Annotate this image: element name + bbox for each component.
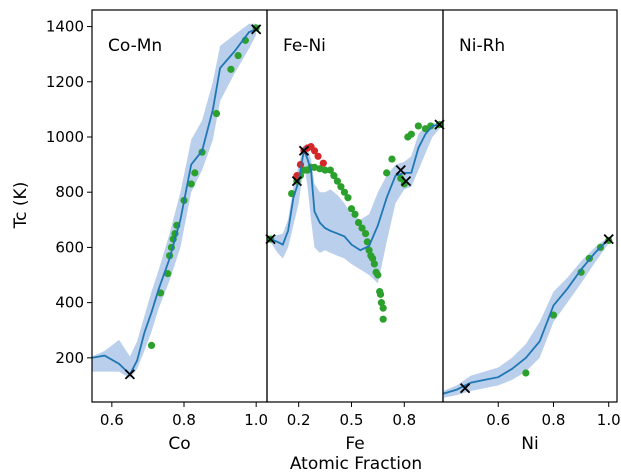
measured-point [369, 254, 377, 263]
measured-point [234, 51, 242, 60]
panel-frame [442, 9, 618, 403]
x-tick-label: 1.0 [597, 411, 621, 429]
measured-point [340, 188, 349, 196]
prediction-line [270, 123, 440, 252]
plot-area [443, 236, 613, 398]
measured-point [383, 169, 391, 177]
x-marker [298, 145, 310, 156]
x-axis-label: Ni [521, 434, 538, 454]
y-tick-label: 1400 [46, 18, 84, 36]
y-tick-label: 800 [55, 183, 84, 201]
y-tick-label: 600 [55, 238, 84, 256]
measured-point [354, 218, 363, 227]
x-marker [459, 383, 471, 394]
measured-point [321, 166, 329, 174]
measured-point [191, 169, 199, 177]
measured-point [427, 122, 435, 130]
x-tick-label: 0.6 [100, 411, 124, 429]
measured-point [351, 210, 359, 218]
x-tick-label: 0.2 [287, 411, 311, 429]
plot-area [267, 120, 443, 323]
panel-fe: Fe-Ni 0.2 0.5 0.8 Fe [265, 9, 445, 454]
measured-point [379, 315, 387, 323]
x-axis-label: Fe [345, 434, 364, 454]
prediction-line [443, 238, 610, 395]
shared-x-axis-label: Atomic Fraction [290, 454, 422, 472]
x-marker [291, 176, 303, 187]
measured-point [187, 180, 195, 188]
measured-point [347, 205, 356, 213]
measured-point [361, 230, 370, 238]
uncertainty-band [443, 236, 609, 398]
uncertainty-band [270, 123, 440, 284]
measured-point [358, 224, 366, 232]
y-tick-label: 1200 [46, 73, 84, 91]
measured-point [227, 65, 235, 73]
x-tick-label: 0.8 [392, 411, 416, 429]
measured-point [212, 109, 221, 118]
measured-point [365, 246, 373, 254]
uncertainty-band [92, 23, 257, 379]
y-axis-label: Tc (K) [11, 182, 31, 230]
y-tick-labels: 200 400 600 800 1000 1200 1400 [46, 18, 92, 367]
x-marker [603, 233, 614, 245]
plot-area [92, 23, 260, 379]
measured-point [164, 270, 172, 278]
measured-point-red [314, 152, 322, 160]
panel-co: Co-Mn 0.6 0.8 1.0 Co [91, 9, 268, 454]
measured-point [326, 166, 334, 174]
measured-point [414, 122, 422, 130]
measured-point-red [319, 159, 327, 167]
measured-point [370, 260, 378, 268]
measured-point [147, 341, 156, 350]
x-axis-label: Co [168, 434, 190, 454]
y-tick-label: 1000 [46, 128, 84, 146]
measured-point [421, 125, 429, 133]
y-tick-label: 200 [55, 349, 84, 367]
y-axis: Tc (K) 200 400 600 800 1000 1200 1400 [11, 18, 92, 367]
x-marker [124, 369, 136, 380]
measured-point [379, 304, 387, 312]
x-tick-label: 0.6 [486, 411, 510, 429]
measured-point [577, 268, 585, 276]
prediction-line [92, 28, 257, 376]
measured-point [407, 130, 415, 138]
measured-point [377, 299, 385, 307]
x-marker [395, 164, 406, 176]
measured-point [388, 155, 396, 163]
measured-point [344, 194, 352, 202]
x-tick-label: 0.8 [542, 411, 566, 429]
x-marker [400, 176, 412, 187]
measured-point [549, 311, 558, 319]
measured-point [605, 236, 613, 245]
panel-title: Fe-Ni [283, 36, 326, 56]
y-tick-label: 400 [55, 294, 84, 312]
measured-point [337, 183, 345, 191]
measured-point [374, 271, 382, 279]
panel-ni: Ni-Rh 0.6 0.8 1.0 Ni [442, 9, 621, 454]
measured-point [522, 369, 530, 377]
measured-point [376, 290, 385, 298]
measured-point-red [310, 147, 319, 155]
panels: Co-Mn 0.6 0.8 1.0 Co Fe-Ni 0.2 0.5 0.8 Fe Ni-Rh 0.6… [91, 9, 621, 454]
x-tick-label: 1.0 [244, 411, 268, 429]
panel-title: Ni-Rh [459, 36, 505, 56]
measured-point [330, 172, 338, 180]
panel-title: Co-Mn [108, 36, 162, 56]
x-tick-label: 0.5 [340, 411, 364, 429]
measured-point [333, 177, 341, 185]
x-marker [251, 24, 262, 35]
x-tick-label: 0.8 [172, 411, 196, 429]
